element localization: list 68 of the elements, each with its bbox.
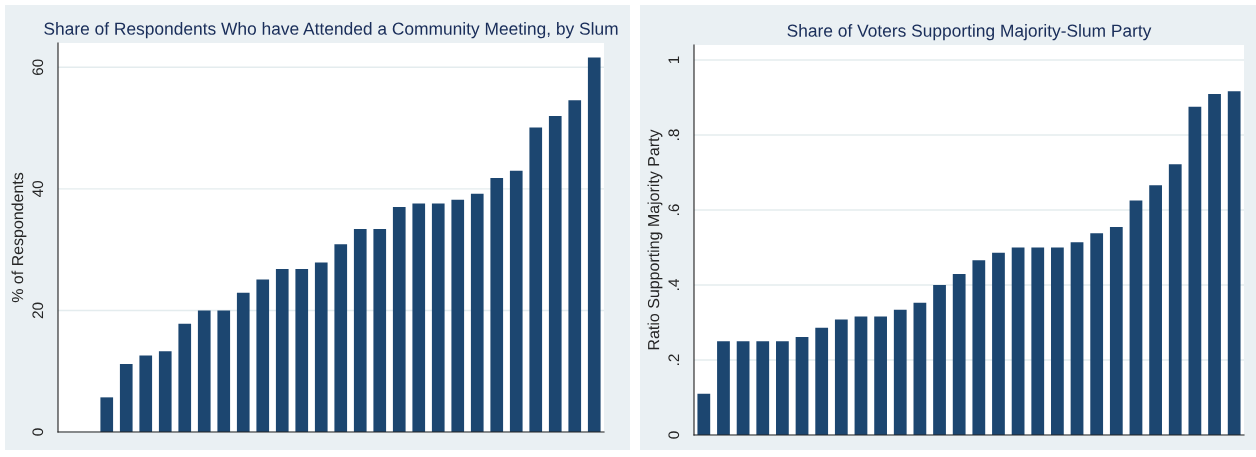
bar xyxy=(1129,200,1143,435)
bar xyxy=(952,274,966,435)
bar xyxy=(756,341,770,435)
bar xyxy=(197,310,211,432)
bar xyxy=(1070,242,1084,435)
bar xyxy=(1031,247,1045,435)
y-tick-label: 0 xyxy=(32,428,44,436)
bar xyxy=(119,363,133,432)
bar xyxy=(874,316,887,435)
bar xyxy=(431,203,445,432)
bar xyxy=(697,393,711,435)
bar xyxy=(217,310,231,432)
bar xyxy=(490,177,504,432)
bar xyxy=(392,207,406,432)
y-tick-label: .6 xyxy=(668,204,680,215)
bar xyxy=(893,309,907,435)
bar xyxy=(139,355,153,432)
bar xyxy=(548,115,562,432)
y-tick-label: .4 xyxy=(668,279,680,290)
chart-title: Share of Voters Supporting Majority-Slum Party xyxy=(787,24,1152,41)
chart-title: Share of Respondents Who have Attended a Community Meeting, by Slum xyxy=(44,22,618,39)
bar xyxy=(1109,226,1123,435)
y-tick-label: 60 xyxy=(32,59,44,76)
bar xyxy=(470,193,484,432)
y-tick-label: .2 xyxy=(668,354,680,365)
bar xyxy=(1208,94,1221,435)
bar xyxy=(509,170,523,432)
y-tick-label: 20 xyxy=(32,302,44,319)
y-tick-label: 1 xyxy=(668,56,680,64)
bar xyxy=(1188,106,1202,435)
bar xyxy=(568,100,582,432)
y-tick-label: 40 xyxy=(32,180,44,198)
bar xyxy=(1149,185,1162,435)
bar xyxy=(776,341,789,435)
bar xyxy=(158,351,172,432)
bar xyxy=(529,127,543,432)
bar xyxy=(353,228,367,432)
bar xyxy=(1051,247,1064,435)
bar xyxy=(587,57,601,432)
bar xyxy=(1227,91,1241,435)
y-tick-label: .8 xyxy=(668,129,680,140)
bar xyxy=(275,269,289,432)
bar xyxy=(236,292,250,432)
bar xyxy=(795,337,809,435)
bar xyxy=(1011,247,1025,435)
bar xyxy=(834,319,848,435)
bar xyxy=(295,269,309,432)
bar xyxy=(314,262,328,432)
bar xyxy=(933,285,946,435)
bar xyxy=(913,302,927,435)
bar xyxy=(256,279,270,432)
bar xyxy=(178,323,192,432)
y-axis-title: Ratio Supporting Majority Party xyxy=(647,129,663,350)
bar xyxy=(373,228,387,432)
bar xyxy=(972,260,986,435)
bar xyxy=(1168,164,1182,435)
bar xyxy=(992,252,1005,435)
bar xyxy=(736,341,750,435)
bar xyxy=(334,244,348,432)
bar xyxy=(451,199,465,432)
bar xyxy=(412,203,426,432)
bar xyxy=(717,341,730,435)
y-tick-label: 0 xyxy=(668,431,680,439)
bar xyxy=(1090,233,1104,435)
y-axis-title: % of Respondents xyxy=(11,172,27,303)
bar xyxy=(854,316,868,435)
bar xyxy=(815,327,829,435)
bar xyxy=(100,397,114,432)
